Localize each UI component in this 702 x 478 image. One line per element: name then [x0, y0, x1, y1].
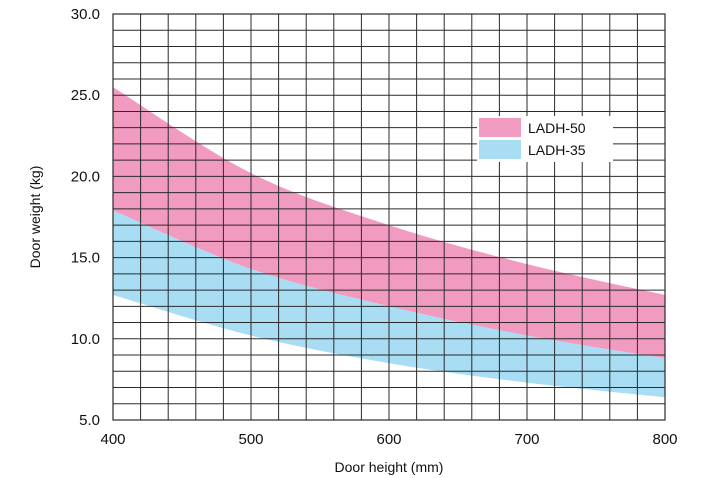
- legend: LADH-50 LADH-35: [477, 116, 613, 162]
- x-tick-label: 700: [514, 431, 539, 448]
- y-tick-label: 20.0: [71, 168, 100, 185]
- grid-layer: [113, 14, 665, 420]
- x-tick-label: 400: [100, 431, 125, 448]
- legend-swatch-ladh-35: [479, 140, 521, 159]
- x-tick-label: 500: [238, 431, 263, 448]
- x-tick-label: 800: [652, 431, 677, 448]
- legend-swatch-ladh-50: [479, 118, 521, 137]
- y-tick-label: 10.0: [71, 331, 100, 348]
- y-tick-label: 5.0: [79, 412, 100, 429]
- legend-label-ladh-50: LADH-50: [528, 120, 586, 136]
- y-tick-label: 25.0: [71, 87, 100, 104]
- y-axis-label: Door weight (kg): [27, 166, 43, 269]
- y-tick-labels: 5.0 10.0 15.0 20.0 25.0 30.0: [71, 6, 100, 429]
- x-tick-labels: 400 500 600 700 800: [100, 431, 677, 448]
- x-tick-label: 600: [376, 431, 401, 448]
- legend-label-ladh-35: LADH-35: [528, 142, 586, 158]
- y-tick-label: 30.0: [71, 6, 100, 23]
- x-axis-label: Door height (mm): [335, 459, 444, 475]
- y-tick-label: 15.0: [71, 250, 100, 267]
